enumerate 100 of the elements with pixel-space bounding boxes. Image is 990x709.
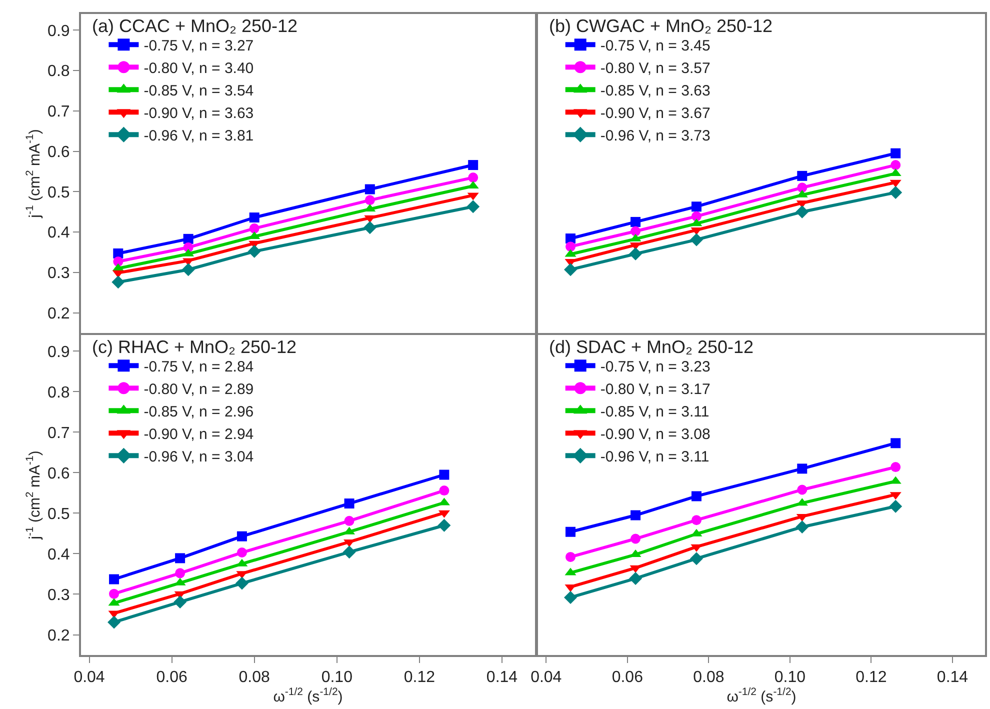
point: [566, 242, 576, 252]
point: [342, 546, 356, 559]
point: [235, 576, 248, 590]
chart-title: (a) CCAC + MnO₂ 250-12: [92, 16, 298, 36]
legend-label: -0.96 V, n = 3.73: [600, 127, 710, 144]
legend-label: -0.96 V, n = 3.11: [600, 448, 710, 466]
x-tick-label: 0.12: [856, 669, 887, 686]
point: [466, 200, 480, 214]
point: [439, 486, 450, 496]
point: [344, 498, 354, 509]
point: [109, 588, 120, 599]
y-tick-label: 0.5: [48, 506, 70, 523]
x-axis-title: ω$^{-1/2}$ (s$^{-1/2}$): [273, 686, 343, 706]
point: [690, 552, 703, 566]
y-tick-label: 0.8: [48, 384, 70, 402]
legend-label: -0.90 V, n = 3.67: [600, 104, 710, 122]
point: [248, 244, 261, 258]
point: [890, 160, 901, 170]
legend-label: -0.90 V, n = 3.08: [600, 426, 710, 443]
point: [182, 263, 195, 276]
point: [108, 616, 121, 629]
point: [691, 211, 702, 222]
y-tick-label: 0.2: [48, 305, 70, 322]
x-tick-label: 0.14: [486, 669, 518, 686]
point: [439, 470, 450, 480]
chart-title: (c) RHAC + MnO₂ 250-12: [92, 337, 297, 357]
legend-label: -0.96 V, n = 3.04: [144, 448, 254, 466]
x-axis-title: ω$^{-1/2}$ (s$^{-1/2}$): [726, 686, 796, 706]
point: [236, 548, 247, 558]
legend-label: -0.75 V, n = 3.23: [600, 358, 710, 376]
point: [691, 202, 702, 212]
point: [183, 234, 194, 244]
point: [797, 170, 808, 181]
y-tick-label: 0.7: [48, 104, 70, 121]
point: [566, 526, 576, 537]
y-tick-label: 0.6: [48, 144, 70, 161]
legend-label: -0.85 V, n = 3.54: [144, 82, 254, 100]
legend-label: -0.75 V, n = 3.27: [144, 37, 254, 54]
point: [468, 160, 478, 170]
point: [796, 520, 809, 534]
point: [174, 595, 187, 608]
legend-label: -0.75 V, n = 2.84: [144, 358, 254, 376]
y-tick-label: 0.6: [48, 465, 70, 482]
point: [438, 518, 451, 532]
point: [630, 226, 641, 236]
legend-label: -0.96 V, n = 3.81: [144, 127, 254, 144]
x-tick-label: 0.10: [774, 669, 806, 686]
point: [796, 205, 809, 218]
point: [690, 233, 703, 246]
legend-label: -0.90 V, n = 2.94: [144, 426, 254, 443]
x-tick-label: 0.08: [238, 669, 270, 686]
point: [363, 221, 376, 234]
legend-label: -0.85 V, n = 3.63: [600, 82, 710, 100]
y-tick-label: 0.8: [48, 63, 70, 80]
point: [890, 438, 901, 448]
x-tick-label: 0.04: [530, 669, 562, 686]
point: [564, 263, 578, 276]
y-tick-label: 0.9: [48, 344, 70, 361]
point: [468, 172, 478, 183]
point: [691, 515, 702, 526]
point: [889, 186, 902, 199]
point: [797, 484, 808, 495]
point: [249, 223, 260, 234]
point: [249, 212, 260, 223]
point: [629, 572, 642, 585]
y-tick-label: 0.9: [48, 22, 70, 40]
chart-title: (d) SDAC + MnO₂ 250-12: [549, 337, 754, 357]
x-tick-label: 0.08: [693, 669, 724, 686]
point: [630, 534, 641, 544]
point: [566, 552, 576, 562]
legend-label: -0.80 V, n = 3.40: [144, 60, 254, 77]
point: [175, 553, 186, 564]
y-tick-label: 0.3: [48, 586, 70, 604]
point: [890, 148, 901, 158]
x-tick-label: 0.04: [74, 669, 105, 686]
x-tick-label: 0.14: [936, 669, 968, 686]
point: [344, 516, 354, 526]
y-tick-label: 0.4: [48, 546, 70, 564]
legend-label: -0.90 V, n = 3.63: [144, 104, 254, 122]
point: [797, 464, 808, 474]
point: [236, 531, 247, 542]
point: [797, 182, 808, 193]
point: [364, 195, 375, 206]
point: [109, 574, 120, 584]
x-tick-label: 0.06: [156, 669, 188, 686]
legend-label: -0.85 V, n = 2.96: [144, 404, 254, 420]
chart-title: (b) CWGAC + MnO₂ 250-12: [549, 16, 773, 36]
legend-label: -0.85 V, n = 3.11: [600, 404, 710, 420]
point: [630, 216, 641, 227]
y-tick-label: 0.4: [48, 224, 70, 242]
legend-label: -0.80 V, n = 3.57: [600, 60, 710, 77]
point: [564, 590, 578, 604]
x-tick-label: 0.12: [404, 669, 436, 686]
point: [113, 256, 124, 267]
point: [691, 491, 702, 502]
x-tick-label: 0.10: [321, 669, 353, 686]
point: [566, 234, 576, 244]
y-tick-label: 0.5: [48, 184, 70, 202]
legend-label: -0.80 V, n = 3.17: [600, 381, 710, 398]
legend-label: -0.75 V, n = 3.45: [600, 37, 710, 54]
